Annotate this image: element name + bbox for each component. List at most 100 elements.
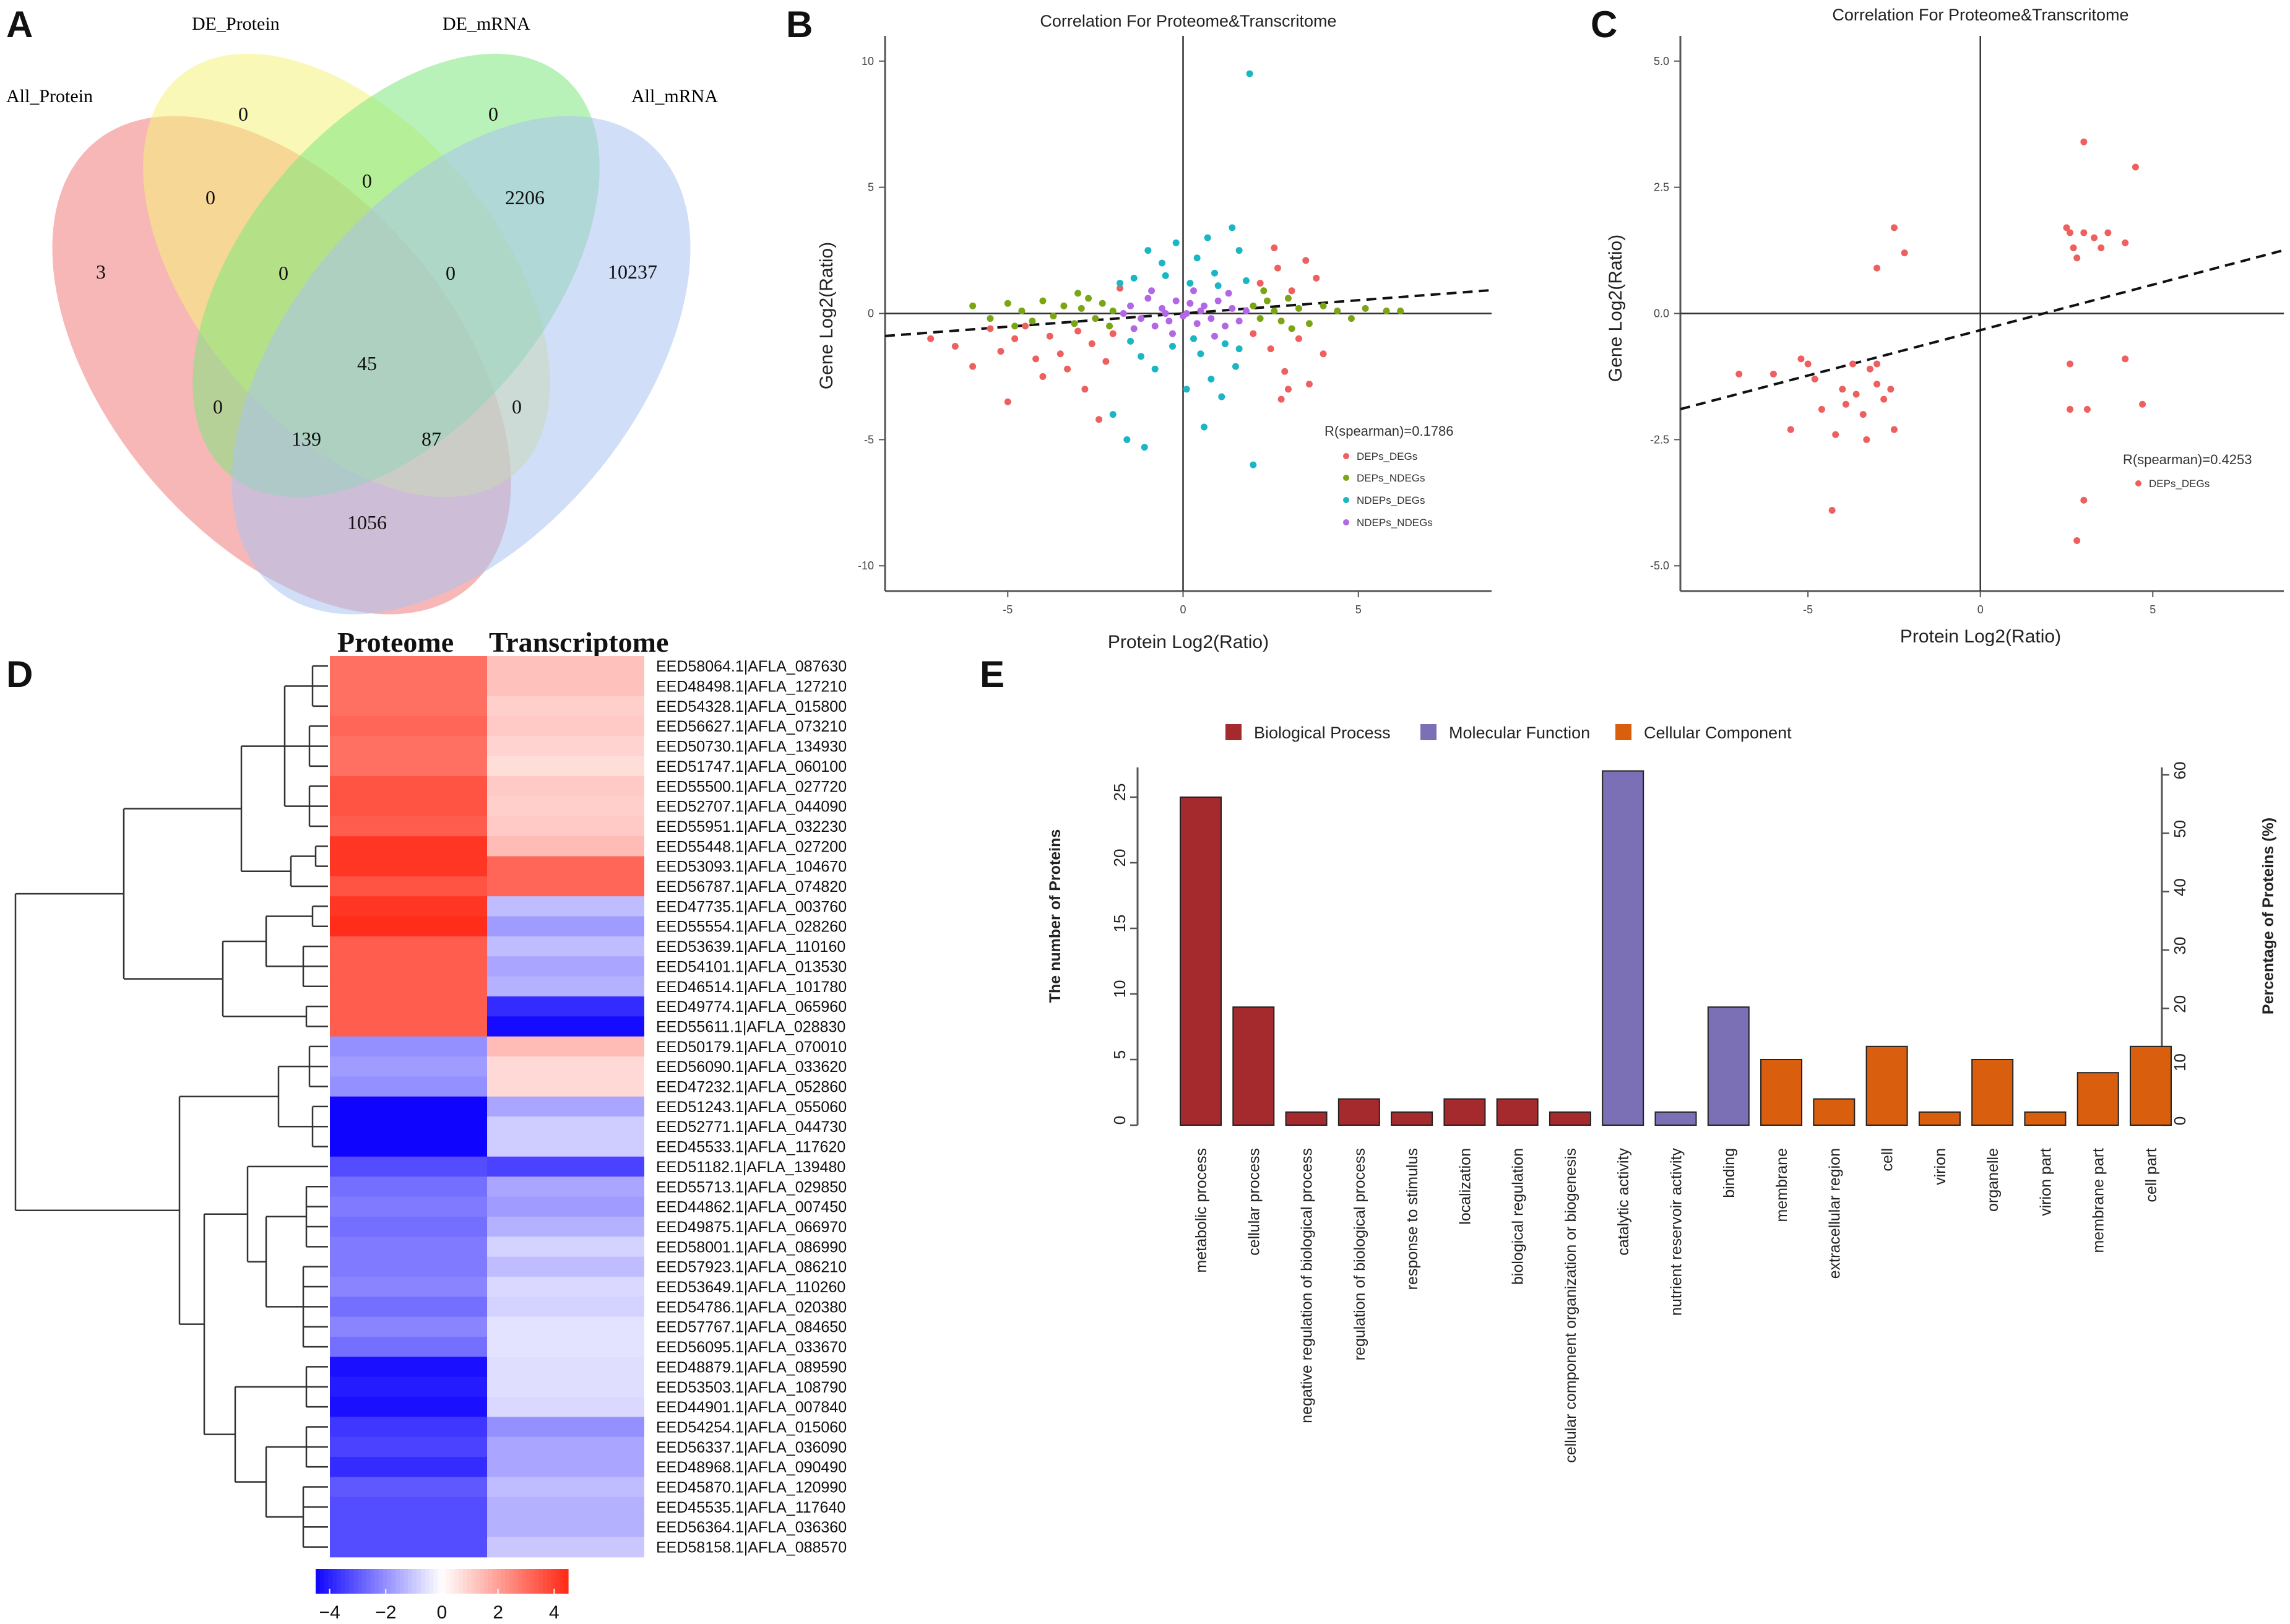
data-point	[1106, 322, 1113, 330]
data-point	[1151, 322, 1159, 330]
data-point	[927, 335, 935, 342]
y-tick-label: 20	[1110, 849, 1129, 867]
legend-gradient-step	[324, 1569, 329, 1594]
bar	[1602, 770, 1644, 1126]
data-point	[1211, 269, 1218, 277]
y-tick-label: 10	[862, 55, 874, 67]
heatmap-row-label: EED58001.1|AFLA_086990	[656, 1238, 847, 1256]
heatmap-row-label: EED54254.1|AFLA_015060	[656, 1419, 847, 1436]
legend-label: Biological Process	[1254, 723, 1391, 742]
data-point	[1004, 300, 1011, 307]
data-point	[1842, 400, 1849, 408]
legend-gradient-step	[374, 1569, 379, 1594]
data-point	[2073, 537, 2081, 544]
heatmap-cell	[487, 1497, 644, 1518]
heatmap-cell	[330, 1076, 488, 1097]
panel-label-b: B	[786, 4, 813, 45]
data-point	[1225, 290, 1232, 297]
x-tick-label: catalytic activity	[1615, 1148, 1632, 1256]
heatmap-cell	[330, 1376, 488, 1397]
data-point	[2080, 138, 2088, 145]
data-point	[1242, 277, 1250, 284]
data-point	[1256, 280, 1264, 287]
heatmap-cell	[330, 1497, 488, 1518]
data-point	[2104, 229, 2112, 236]
legend-gradient-step	[505, 1569, 510, 1594]
heatmap-cells	[330, 656, 644, 1558]
heatmap-row-label: EED45533.1|AFLA_117620	[656, 1139, 845, 1156]
heatmap-cell	[487, 716, 644, 736]
data-point	[1852, 391, 1860, 398]
y-tick-label: 25	[1110, 784, 1129, 801]
data-point	[1039, 373, 1047, 380]
legend-gradient-step	[517, 1569, 522, 1594]
data-point	[1839, 386, 1846, 393]
data-point	[1127, 337, 1134, 345]
legend-tick-label: 0	[437, 1602, 447, 1623]
heatmap-row-label: EED57923.1|AFLA_086210	[656, 1259, 847, 1276]
data-point	[1081, 386, 1089, 393]
x-tick-label: response to stimulus	[1404, 1148, 1421, 1290]
heatmap-row-label: EED52771.1|AFLA_044730	[656, 1118, 847, 1136]
heatmap-cell	[487, 656, 644, 676]
x-axis-label: Protein Log2(Ratio)	[1900, 626, 2061, 647]
data-point	[1018, 307, 1026, 314]
data-point	[1787, 426, 1794, 433]
data-point	[1804, 360, 1812, 368]
data-point	[1085, 295, 1092, 302]
heatmap-cell	[487, 936, 644, 957]
data-point	[2098, 244, 2105, 251]
data-point	[1183, 386, 1190, 393]
legend-swatch	[1343, 475, 1349, 481]
legend-gradient-step	[442, 1569, 447, 1594]
plot-area: 0 5 10 15 20 25 0 10 20 30 40 50 60 metabolic process…	[1110, 762, 2189, 1463]
data-point	[1250, 330, 1257, 337]
y-tick-label: 2.5	[1654, 181, 1669, 194]
data-point	[987, 325, 994, 332]
legend-gradient-step	[522, 1569, 527, 1594]
venn-count: 2206	[505, 186, 545, 209]
legend-gradient-step	[480, 1569, 485, 1594]
y-tick-label: 5	[1110, 1050, 1129, 1059]
venn-count: 0	[279, 262, 288, 284]
data-point	[2067, 405, 2074, 413]
venn-count: 0	[446, 262, 456, 284]
y-tick-label: -10	[858, 559, 874, 572]
data-point	[1295, 335, 1302, 342]
heatmap-row-label: EED51243.1|AFLA_055060	[656, 1099, 847, 1116]
heatmap-cell	[487, 816, 644, 837]
data-point	[1186, 300, 1194, 307]
bar	[1813, 1098, 1856, 1126]
heatmap-cell	[487, 996, 644, 1017]
heatmap-cell	[487, 1116, 644, 1137]
venn-count: 45	[357, 352, 377, 374]
heatmap-cell	[330, 1517, 488, 1537]
data-point	[1197, 307, 1204, 314]
heatmap-cell	[330, 1196, 488, 1217]
legend-gradient-step	[382, 1569, 388, 1594]
legend-gradient-step	[316, 1569, 321, 1594]
legend-gradient-step	[319, 1569, 325, 1594]
y2-axis-label: Percentage of Proteins (%)	[2260, 818, 2277, 1014]
data-point	[1901, 249, 1908, 257]
heatmap-cell	[330, 1136, 488, 1157]
heatmap-cell	[487, 776, 644, 797]
data-point	[1211, 332, 1218, 340]
trend-line	[884, 288, 1492, 337]
data-point	[1162, 272, 1169, 279]
heatmap-cell	[330, 1056, 488, 1077]
legend-gradient-step	[328, 1569, 333, 1594]
data-point	[1235, 247, 1243, 254]
chart-title: Correlation For Proteome&Transcritome	[1832, 6, 2128, 24]
data-point	[1735, 370, 1743, 378]
heatmap-cell	[330, 1436, 488, 1458]
data-point	[1235, 345, 1243, 353]
legend-gradient-step	[484, 1569, 489, 1594]
legend-gradient-step	[488, 1569, 493, 1594]
heatmap-cell	[330, 776, 488, 797]
heatmap-cell	[330, 816, 488, 837]
legend-gradient-step	[417, 1569, 421, 1594]
data-point	[1056, 350, 1064, 358]
data-point	[1130, 274, 1138, 282]
y-tick-label: -2.5	[1650, 433, 1669, 446]
